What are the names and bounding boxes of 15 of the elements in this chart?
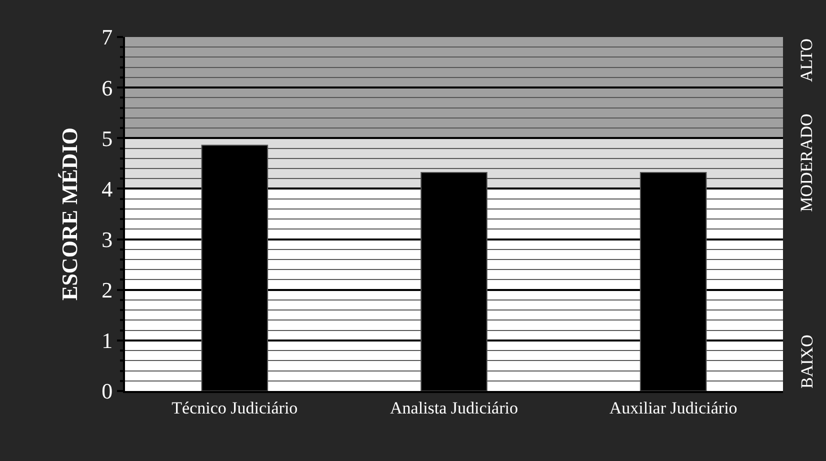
- y-tick-label: 2: [102, 278, 113, 303]
- y-axis-title: ESCORE MÉDIO: [56, 128, 82, 300]
- y-tick-label: 4: [102, 176, 113, 202]
- y-tick-label: 7: [102, 24, 113, 50]
- x-tick-label: Auxiliar Judiciário: [609, 398, 738, 418]
- x-tick-label: Analista Judiciário: [390, 398, 518, 418]
- y-tick-label: 3: [102, 226, 113, 252]
- y-tick-label: 6: [102, 75, 113, 100]
- y-tick-label: 0: [102, 378, 113, 404]
- band-label: ALTO: [797, 38, 816, 82]
- y-tick-label: 5: [102, 126, 113, 151]
- band-label: MODERADO: [797, 114, 816, 212]
- x-tick-label: Técnico Judiciário: [172, 398, 298, 418]
- band-label: BAIXO: [798, 334, 816, 388]
- y-tick-label: 1: [102, 328, 113, 354]
